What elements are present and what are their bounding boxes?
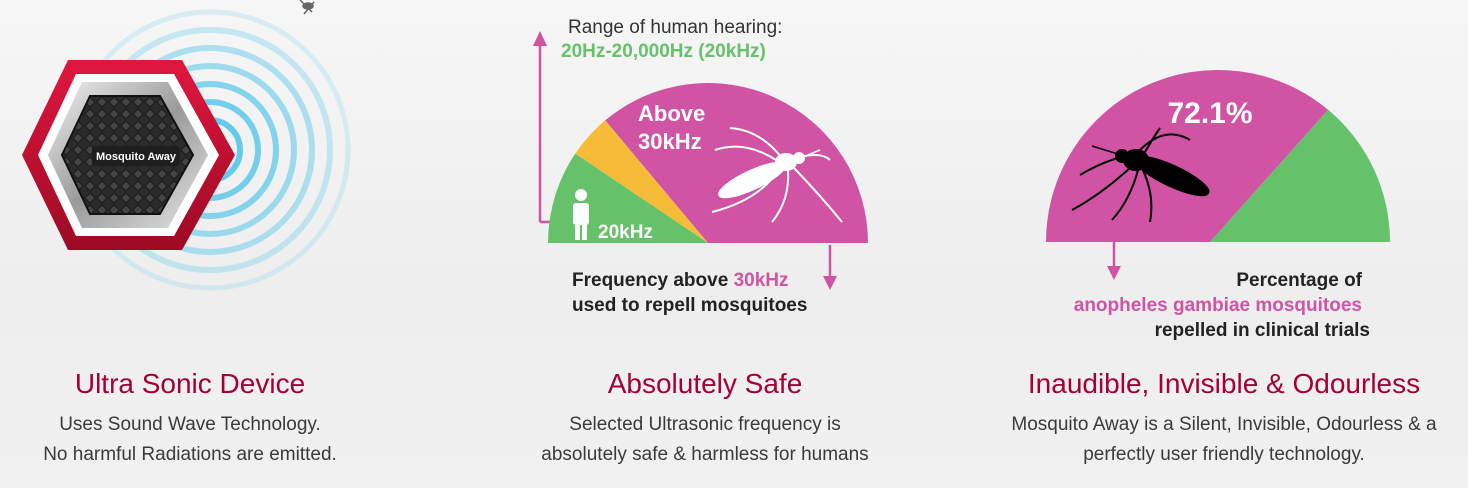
above-label-line-2: 30kHz	[638, 129, 702, 154]
hearing-range: 20Hz-20,000Hz (20kHz)	[561, 41, 766, 62]
device-description-line-2: No harmful Radiations are emitted.	[43, 444, 337, 465]
odourless-description: Mosquito Away is a Silent, Invisible, Od…	[980, 410, 1468, 470]
repelled-gauge: 72.1%	[1046, 69, 1390, 280]
device-label: Mosquito Away	[96, 151, 177, 163]
frequency-diagram: 20kHz Above 30kHz	[533, 31, 868, 290]
repelled-caption: Percentage of anopheles gambiae mosquito…	[1074, 268, 1370, 343]
hexagon-device-icon: Mosquito Away	[22, 60, 235, 250]
frequency-caption-prefix: Frequency above	[572, 270, 734, 291]
repelled-caption-line-1: Percentage of	[1236, 270, 1362, 291]
odourless-description-line-1: Mosquito Away is a Silent, Invisible, Od…	[1011, 414, 1437, 435]
device-title: Ultra Sonic Device	[74, 368, 306, 399]
sector-between	[575, 120, 708, 243]
repelled-caption-line-3: repelled in clinical trials	[1154, 320, 1370, 341]
safe-description-line-1: Selected Ultrasonic frequency is	[569, 414, 841, 435]
gauge-repelled-sector	[1046, 69, 1329, 242]
human-limit-label: 20kHz	[598, 222, 653, 243]
safe-description-line-2: absolutely safe & harmless for humans	[541, 444, 869, 465]
above-label-line-1: Above	[638, 101, 705, 126]
human-icon	[573, 189, 589, 240]
mosquito-icon	[711, 127, 843, 223]
safe-title: Absolutely Safe	[607, 368, 803, 399]
caption-arrow	[1107, 242, 1121, 280]
odourless-title: Inaudible, Invisible & Odourless	[1027, 368, 1421, 399]
frequency-caption: Frequency above 30kHz used to repell mos…	[572, 268, 807, 318]
frequency-caption-highlight: 30kHz	[733, 270, 789, 291]
odourless-description-line-2: perfectly user friendly technology.	[1083, 444, 1365, 465]
device-description-line-1: Uses Sound Wave Technology.	[59, 414, 321, 435]
caption-arrow	[823, 245, 837, 290]
panel-inaudible-invisible-odourless: 72.1% Percentage of anopheles gambiae mo…	[980, 0, 1468, 488]
sector-above-30khz	[605, 83, 868, 244]
device-illustration: Mosquito Away	[22, 0, 351, 291]
percentage-label: 72.1%	[1167, 97, 1252, 130]
hearing-range-arrow	[533, 31, 556, 224]
gauge-remaining-sector	[1210, 109, 1390, 242]
safe-description: Selected Ultrasonic frequency is absolut…	[490, 410, 920, 470]
panel-absolutely-safe: 20kHz Above 30kHz Range of human hearing…	[490, 0, 920, 488]
repelled-caption-line-2: anopheles gambiae mosquitoes	[1073, 295, 1362, 316]
panel-ultrasonic-device: Mosquito Away Ultra Sonic Device Uses So…	[0, 0, 380, 488]
mosquito-icon	[299, 0, 315, 15]
device-description: Uses Sound Wave Technology. No harmful R…	[0, 410, 380, 470]
hearing-label: Range of human hearing:	[568, 17, 783, 38]
frequency-caption-line-2: used to repell mosquitoes	[572, 295, 808, 316]
mosquito-icon	[1071, 127, 1210, 223]
